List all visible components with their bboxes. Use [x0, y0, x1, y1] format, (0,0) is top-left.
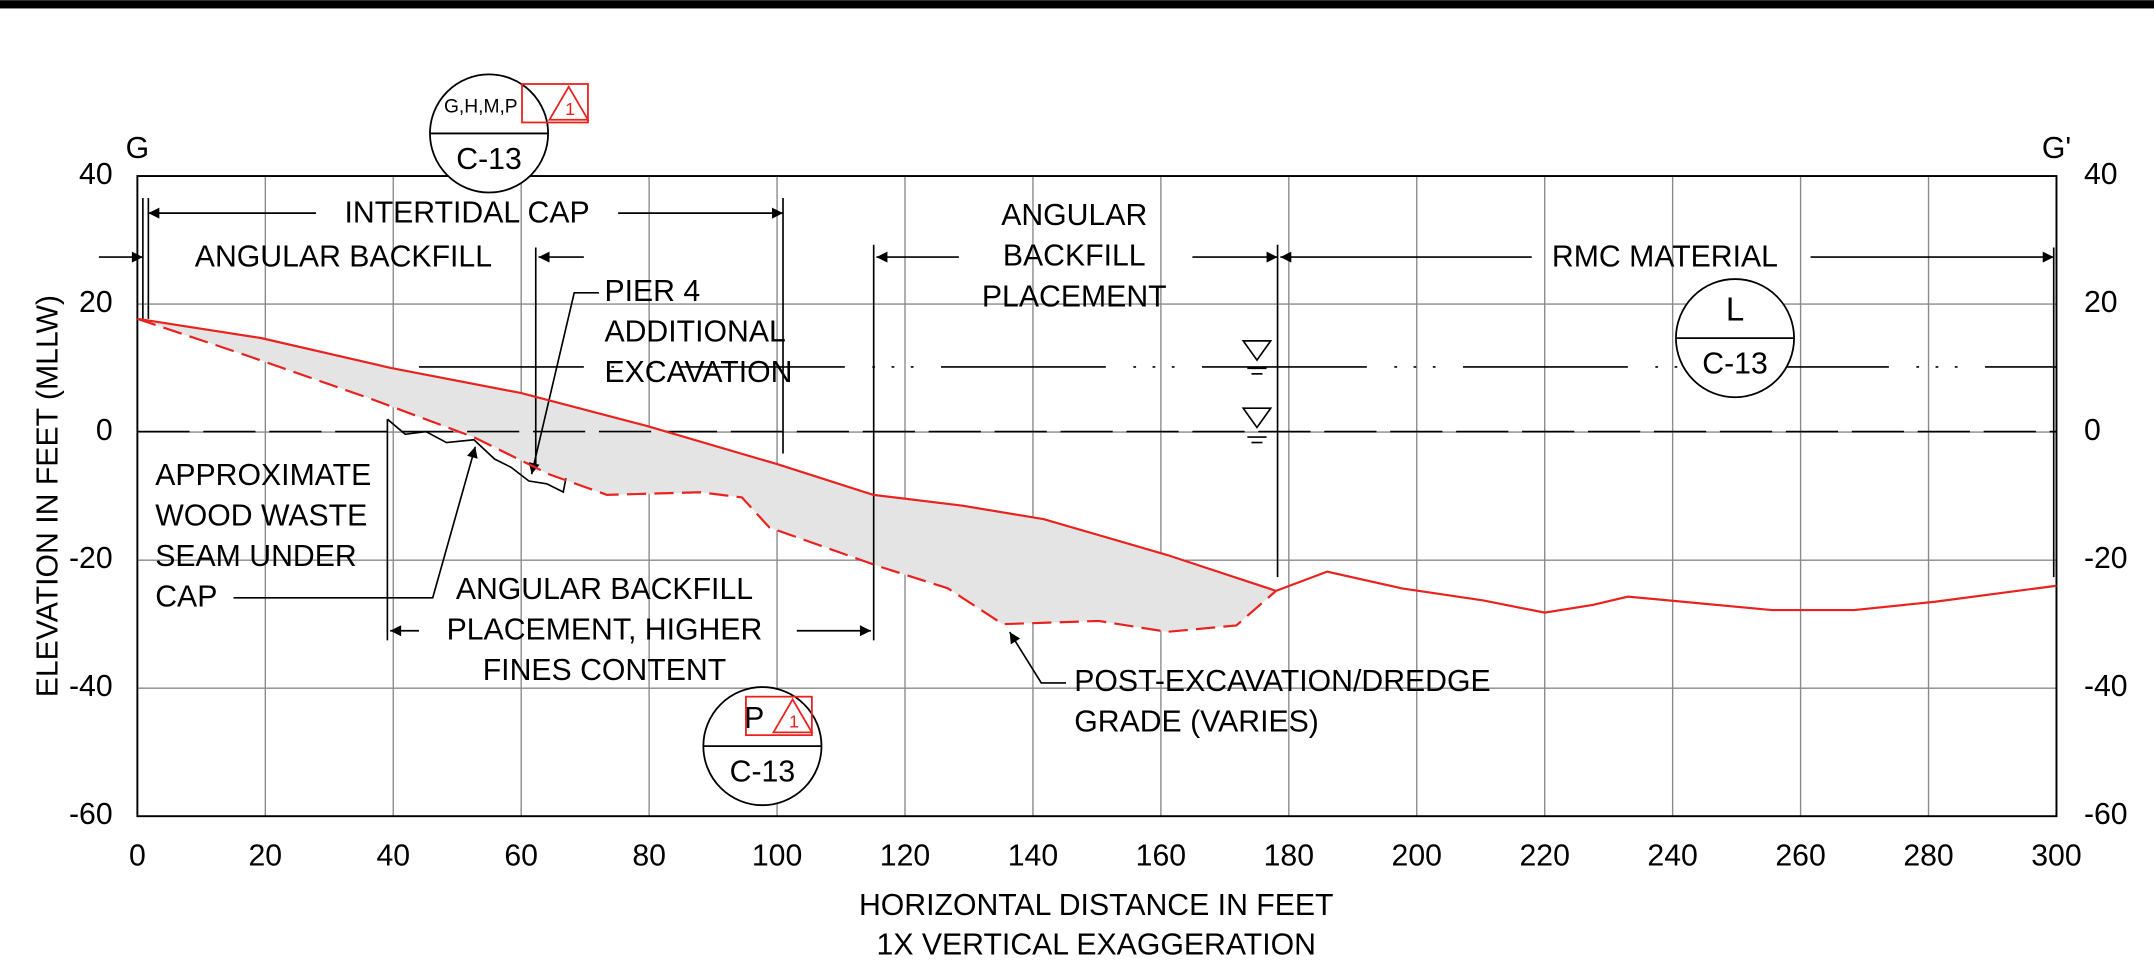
x-tick-label: 80 — [632, 839, 666, 872]
revision-box — [745, 695, 813, 737]
wood-waste-seam — [386, 418, 567, 494]
y-tick-label-right: 0 — [2084, 414, 2101, 447]
x-tick-label: 160 — [1136, 839, 1186, 872]
annotation: PLACEMENT, HIGHER — [447, 613, 763, 646]
title-bar — [0, 0, 2154, 9]
x-tick-label: 240 — [1647, 839, 1697, 872]
annotation: WOOD WASTE — [155, 499, 367, 532]
y-tick-label: -20 — [69, 542, 113, 575]
y-tick-label-right: 40 — [2084, 158, 2118, 191]
x-tick-label: 20 — [248, 839, 282, 872]
annotation: PIER 4 — [604, 275, 700, 308]
y-tick-label-right: -40 — [2084, 670, 2128, 703]
x-axis-sublabel: 1X VERTICAL EXAGGERATION — [877, 929, 1316, 962]
x-tick-label: 180 — [1264, 839, 1314, 872]
annotation: CAP — [155, 580, 217, 613]
annotation: POST-EXCAVATION/DREDGE — [1074, 665, 1490, 698]
x-tick-label: 0 — [129, 839, 146, 872]
x-tick-label: 40 — [376, 839, 410, 872]
x-tick-label: 300 — [2031, 839, 2081, 872]
x-tick-label: 140 — [1008, 839, 1058, 872]
section-end: G' — [2042, 132, 2071, 165]
water-symbols — [1241, 340, 1273, 444]
x-tick-label: 260 — [1775, 839, 1825, 872]
annotation: FINES CONTENT — [483, 654, 726, 687]
annotation: ANGULAR BACKFILL — [456, 573, 753, 606]
y-tick-label: -60 — [69, 798, 113, 831]
callout-top: P — [744, 702, 764, 735]
annotation: APPROXIMATE — [155, 459, 371, 492]
annotation: ANGULAR BACKFILL — [195, 240, 492, 273]
revision-number: 1 — [789, 711, 799, 731]
dredge-grade — [137, 317, 1277, 633]
annotation: BACKFILL — [1003, 240, 1146, 273]
callout-bottom: C-13 — [456, 143, 522, 176]
callout-top: G,H,M,P — [444, 96, 518, 117]
fill-area — [137, 318, 1277, 632]
dimension-lines — [98, 198, 2055, 684]
annotation: SEAM UNDER — [155, 540, 356, 573]
y-tick-label: -40 — [69, 670, 113, 703]
x-axis-label: HORIZONTAL DISTANCE IN FEET — [859, 889, 1334, 922]
revision-number: 1 — [565, 99, 575, 119]
finish-grade — [137, 317, 2057, 614]
x-tick-label: 220 — [1519, 839, 1569, 872]
y-tick-label-right: -20 — [2084, 542, 2128, 575]
x-tick-label: 200 — [1392, 839, 1442, 872]
x-tick-label: 100 — [752, 839, 802, 872]
y-axis-label: ELEVATION IN FEET (MLLW) — [31, 295, 64, 697]
x-tick-label: 120 — [880, 839, 930, 872]
callout-bottom: C-13 — [1702, 348, 1767, 381]
plot-frame — [136, 175, 2058, 818]
y-tick-label: 20 — [79, 286, 113, 319]
annotation: ANGULAR — [1001, 199, 1147, 232]
annotation: EXCAVATION — [604, 356, 792, 389]
revision-triangle — [547, 84, 590, 121]
y-tick-label: 40 — [79, 158, 113, 191]
annotation: ADDITIONAL — [604, 315, 785, 348]
annotation: INTERTIDAL CAP — [344, 196, 589, 229]
revision-triangle — [771, 697, 814, 734]
y-tick-label: 0 — [96, 414, 113, 447]
y-tick-label-right: 20 — [2084, 286, 2118, 319]
y-tick-label-right: -60 — [2084, 798, 2128, 831]
x-tick-label: 280 — [1903, 839, 1953, 872]
annotation: GRADE (VARIES) — [1074, 705, 1319, 738]
section-start: G — [126, 132, 150, 165]
callout-bottom: C-13 — [730, 756, 796, 789]
x-tick-label: 60 — [504, 839, 538, 872]
revision-box — [521, 83, 589, 124]
callout-top: L — [1726, 291, 1744, 328]
annotation: RMC MATERIAL — [1552, 240, 1778, 273]
annotation: PLACEMENT — [982, 280, 1167, 313]
